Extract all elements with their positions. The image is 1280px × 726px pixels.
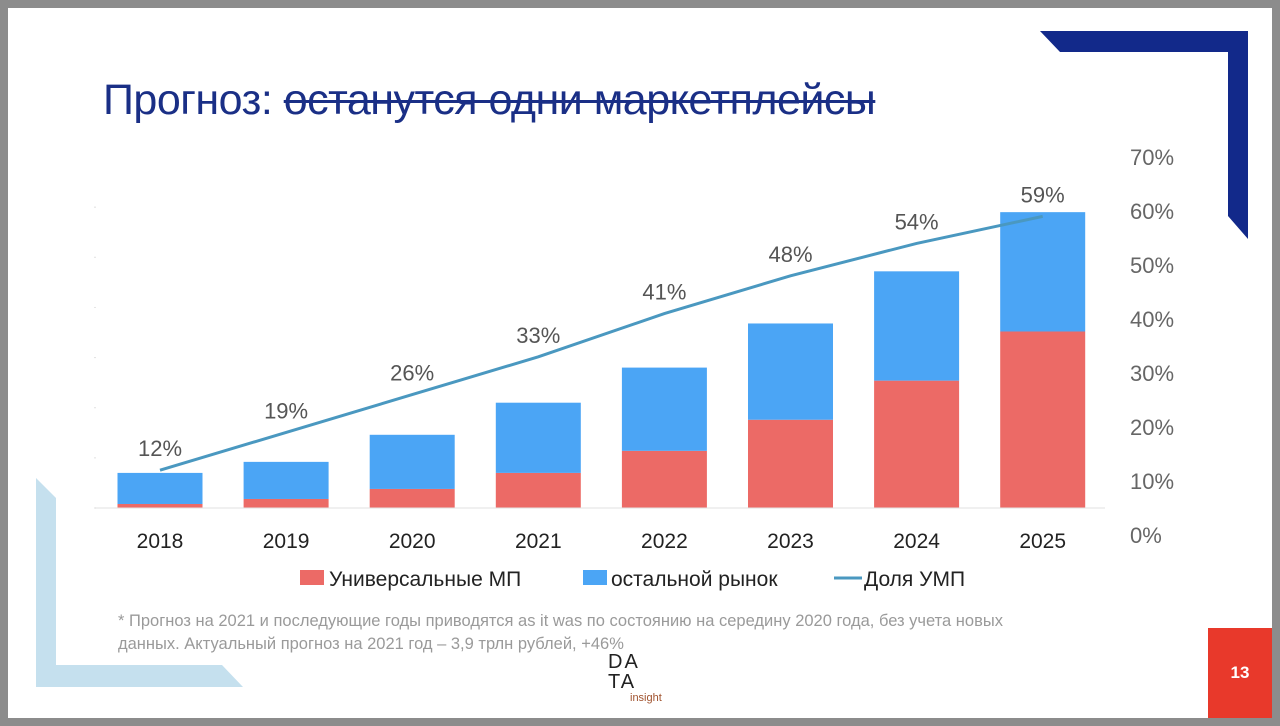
right-axis-tick-label: 50% (1130, 253, 1174, 278)
legend-label-share: Доля УМП (864, 568, 965, 591)
left-axis-tick (94, 206, 96, 208)
top-right-corner-accent (1040, 31, 1248, 239)
bar-universal-2021 (495, 472, 581, 508)
right-axis-tick-label: 10% (1130, 469, 1174, 494)
legend-label-other: остальной рынок (611, 568, 778, 591)
right-axis-tick-label: 40% (1130, 307, 1174, 332)
left-axis-tick (94, 356, 96, 359)
data-label-share: 26% (390, 361, 434, 386)
right-axis-tick-label: 60% (1130, 199, 1174, 224)
bar-universal-2022 (621, 450, 707, 508)
page-title: Прогноз: останутся одни маркетплейсы (103, 76, 876, 125)
x-tick-label: 2023 (767, 530, 814, 553)
x-tick-label: 2025 (1019, 530, 1066, 553)
footnote-line-1: * Прогноз на 2021 и последующие годы при… (118, 612, 1003, 630)
x-tick-label: 2021 (515, 530, 562, 553)
left-axis-tick (94, 256, 96, 258)
legend: Универсальные МП остальной рынок Доля УМ… (300, 568, 965, 591)
x-tick-label: 2020 (389, 530, 436, 553)
bar-other-2023 (748, 323, 833, 420)
bar-other-2018 (117, 472, 203, 504)
legend-label-universal: Универсальные МП (329, 568, 521, 591)
left-axis-tick (94, 507, 96, 509)
share-line (159, 214, 1044, 472)
footnote-line-2: данных. Актуальный прогноз на 2021 год –… (118, 635, 624, 653)
data-label-share: 48% (768, 242, 812, 267)
right-axis-tick-label: 70% (1130, 145, 1174, 170)
right-axis-tick-label: 0% (1130, 523, 1162, 548)
right-axis-tick-label: 20% (1130, 415, 1174, 440)
data-label-share: 54% (895, 209, 939, 234)
bar-universal-2024 (874, 380, 960, 508)
logo-line-2: TA (608, 671, 637, 693)
legend-swatch-red (300, 570, 324, 585)
right-axis-tick-label: 30% (1130, 361, 1174, 386)
logo-line-1: DA (608, 651, 640, 673)
data-label-share: 19% (264, 398, 308, 423)
bar-other-2024 (874, 271, 960, 381)
bar-universal-2019 (243, 498, 329, 508)
title-struck-text: останутся одни маркетплейсы (283, 76, 876, 124)
data-label-share: 41% (642, 280, 686, 305)
x-tick-label: 2018 (137, 530, 184, 553)
bar-universal-2023 (748, 419, 833, 508)
page-number: 13 (1208, 628, 1272, 718)
bar-other-2022 (621, 367, 707, 451)
bar-universal-2018 (117, 503, 203, 508)
x-tick-label: 2024 (893, 530, 940, 553)
bar-universal-2025 (1000, 331, 1086, 508)
bottom-left-corner-accent (36, 478, 243, 687)
title-prefix: Прогноз: (103, 76, 284, 124)
data-label-share: 12% (138, 436, 182, 461)
x-tick-label: 2022 (641, 530, 688, 553)
left-axis-tick (94, 407, 96, 409)
bar-other-2019 (243, 461, 329, 499)
left-axis-tick (94, 306, 96, 309)
bar-other-2025 (1000, 212, 1086, 332)
data-label-share: 59% (1021, 182, 1065, 207)
bar-other-2021 (495, 402, 581, 473)
x-tick-label: 2019 (263, 530, 310, 553)
legend-swatch-blue (583, 570, 607, 585)
footnote: * Прогноз на 2021 и последующие годы при… (118, 610, 1148, 656)
bar-universal-2020 (369, 488, 455, 508)
data-insight-logo: DA TA insight (608, 652, 678, 708)
logo-line-3: insight (630, 692, 662, 704)
bar-other-2020 (369, 434, 455, 489)
left-axis-tick (94, 457, 96, 459)
data-label-share: 33% (516, 323, 560, 348)
